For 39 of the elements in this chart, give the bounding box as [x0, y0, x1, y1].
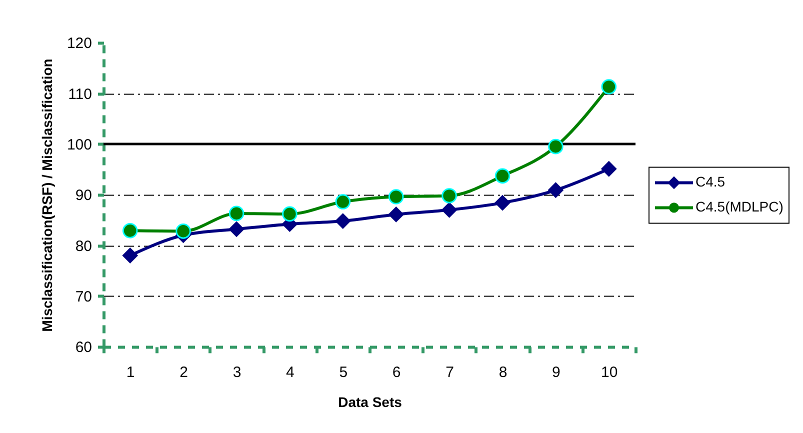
point	[122, 248, 138, 264]
point	[494, 168, 510, 184]
point	[601, 161, 617, 176]
x-tick-label: 4	[286, 364, 294, 382]
y-tick-label: 90	[75, 187, 92, 204]
point	[494, 195, 510, 210]
point	[176, 224, 191, 239]
y-tick-label: 110	[68, 86, 92, 103]
x-tick-label: 6	[392, 364, 401, 382]
point	[601, 79, 617, 94]
legend-label: C4.5	[696, 174, 726, 190]
y-tick-label: 100	[66, 136, 92, 154]
point	[442, 188, 457, 204]
x-tick-label: 3	[232, 364, 242, 382]
x-tick-label: 8	[498, 364, 508, 382]
point	[122, 223, 138, 238]
point	[335, 194, 351, 210]
y-tick-label: 70	[75, 288, 92, 306]
legend-label: C4.5(MDLPC)	[696, 198, 784, 215]
point	[228, 206, 244, 222]
x-tick-label: 1	[126, 364, 135, 382]
x-tick-label: 9	[552, 364, 560, 382]
x-tick-label: 7	[446, 364, 454, 382]
y-tick-label: 80	[75, 238, 92, 255]
point	[388, 189, 404, 204]
x-tick-label: 2	[180, 364, 188, 382]
point	[548, 182, 564, 198]
point	[282, 206, 298, 222]
point	[548, 138, 564, 154]
point	[335, 213, 351, 229]
x-tick-label: 5	[339, 364, 348, 382]
y-axis-title: Misclassification(RSF) / Misclassification	[38, 58, 55, 332]
point	[442, 202, 457, 218]
point	[228, 222, 244, 237]
x-axis-title: Data Sets	[338, 394, 402, 410]
point	[388, 206, 404, 222]
x-tick-label: 10	[601, 364, 618, 382]
y-tick-label: 120	[66, 35, 92, 52]
y-tick-label: 60	[75, 339, 92, 356]
